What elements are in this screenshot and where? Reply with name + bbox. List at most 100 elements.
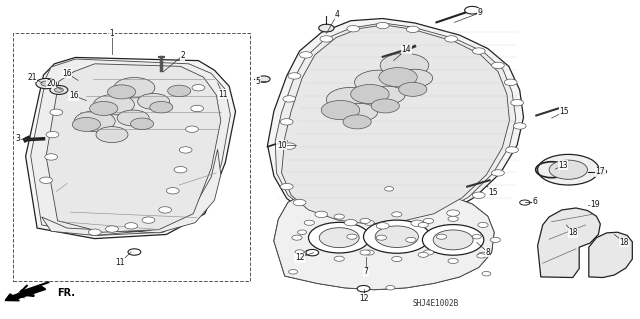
Circle shape [380,53,429,78]
Circle shape [319,228,359,248]
Circle shape [88,229,101,235]
Circle shape [376,235,387,240]
Circle shape [72,117,100,131]
Circle shape [355,70,403,94]
Circle shape [179,147,192,153]
Circle shape [343,115,371,129]
Circle shape [283,143,296,149]
Circle shape [280,119,293,125]
Polygon shape [274,185,494,290]
Circle shape [320,36,333,42]
Circle shape [351,85,389,104]
Circle shape [344,219,357,226]
Text: 1: 1 [109,29,115,38]
Text: 6: 6 [532,197,538,206]
Circle shape [298,230,307,234]
Circle shape [36,78,56,89]
Circle shape [74,111,115,131]
Text: FR.: FR. [58,287,76,298]
Circle shape [448,216,458,221]
Text: 11: 11 [218,90,227,99]
Polygon shape [268,19,524,226]
Text: 3: 3 [15,134,20,143]
Circle shape [114,78,155,98]
Text: 16: 16 [62,69,72,78]
Circle shape [50,109,63,115]
Circle shape [347,26,360,32]
Circle shape [472,234,481,239]
Circle shape [54,88,63,92]
Text: 9: 9 [477,8,483,17]
FancyArrow shape [5,286,45,301]
Circle shape [364,250,374,255]
Circle shape [150,101,173,113]
Circle shape [131,118,154,130]
Circle shape [520,200,530,205]
Text: 15: 15 [488,188,498,197]
Circle shape [289,270,298,274]
Circle shape [128,249,141,255]
Circle shape [445,36,458,42]
Circle shape [472,192,485,198]
Circle shape [369,86,405,104]
Circle shape [334,214,344,219]
Circle shape [406,237,416,242]
Circle shape [448,258,458,263]
Circle shape [364,220,430,253]
Polygon shape [31,59,230,235]
Text: 21: 21 [28,73,36,82]
Circle shape [360,250,371,255]
Polygon shape [282,25,509,224]
Circle shape [376,223,389,229]
Text: 12: 12 [359,294,368,303]
Circle shape [506,147,518,153]
Circle shape [90,101,118,115]
Text: 11: 11 [116,258,125,267]
Circle shape [174,167,187,173]
Circle shape [326,87,375,112]
Circle shape [347,234,357,239]
Polygon shape [46,64,221,232]
Circle shape [138,93,170,109]
Circle shape [490,237,500,242]
Circle shape [319,24,334,32]
Circle shape [411,220,424,226]
Circle shape [472,48,485,54]
Circle shape [397,69,433,87]
Circle shape [478,222,488,227]
Circle shape [93,94,134,115]
Polygon shape [26,57,236,239]
Circle shape [386,286,395,290]
Polygon shape [42,149,221,235]
Circle shape [342,103,378,121]
Circle shape [433,230,473,250]
Circle shape [371,99,399,113]
Circle shape [504,79,517,85]
Circle shape [300,52,312,58]
Text: 18: 18 [620,238,628,247]
Circle shape [192,85,205,91]
Circle shape [418,252,428,257]
Circle shape [50,85,68,94]
Text: 2: 2 [180,51,185,60]
Circle shape [492,170,504,176]
Circle shape [186,126,198,132]
Text: 10: 10 [276,141,287,150]
Circle shape [96,127,128,143]
Circle shape [465,6,480,14]
Text: 15: 15 [559,107,570,116]
Text: 18: 18 [568,228,577,237]
Text: 8: 8 [485,248,490,256]
Circle shape [166,188,179,194]
Circle shape [288,73,301,79]
Circle shape [385,187,394,191]
Circle shape [392,212,402,217]
Text: SHJ4E1002B: SHJ4E1002B [412,299,458,308]
Text: 7: 7 [364,267,369,276]
Circle shape [549,160,588,179]
Circle shape [357,286,370,292]
Polygon shape [274,185,494,290]
Circle shape [447,210,460,216]
Polygon shape [538,208,600,278]
Circle shape [295,250,304,254]
